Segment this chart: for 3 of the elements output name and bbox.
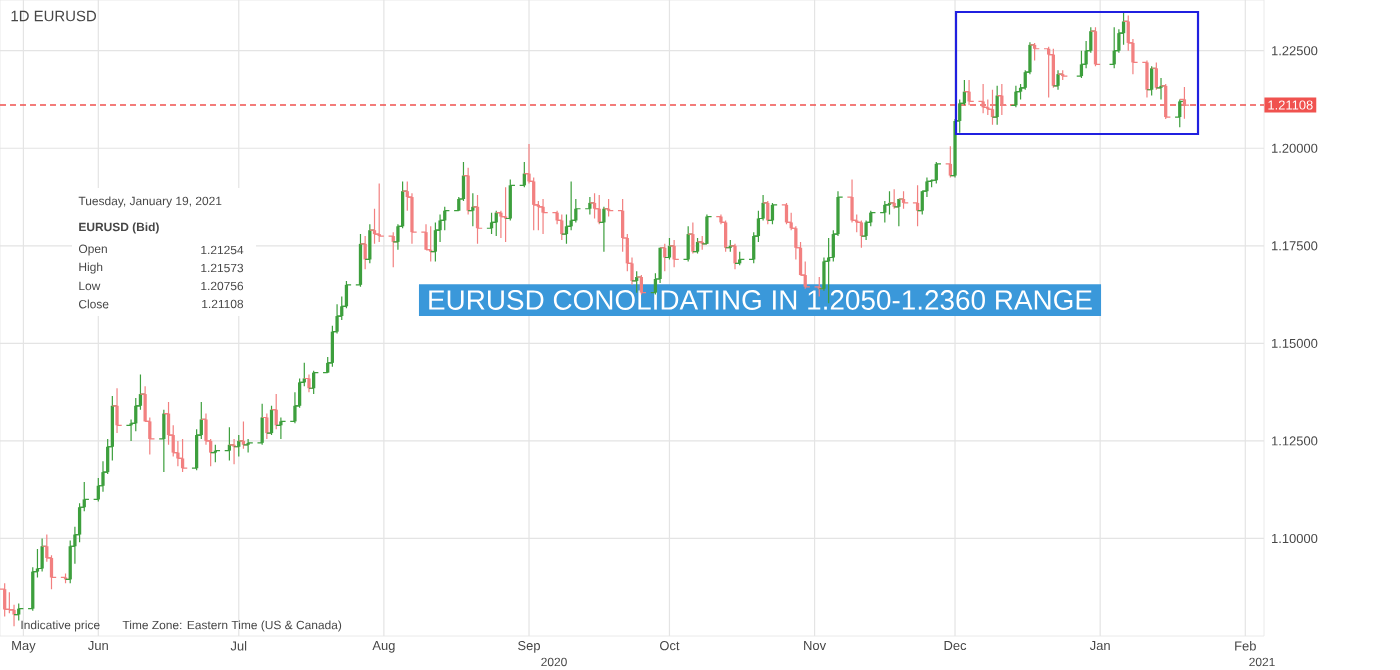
candlestick — [705, 213, 709, 245]
candlestick — [1164, 83, 1168, 120]
annotation: EURUSD CONOLIDATING IN 1.2050-1.2360 RANGE — [429, 290, 1092, 310]
